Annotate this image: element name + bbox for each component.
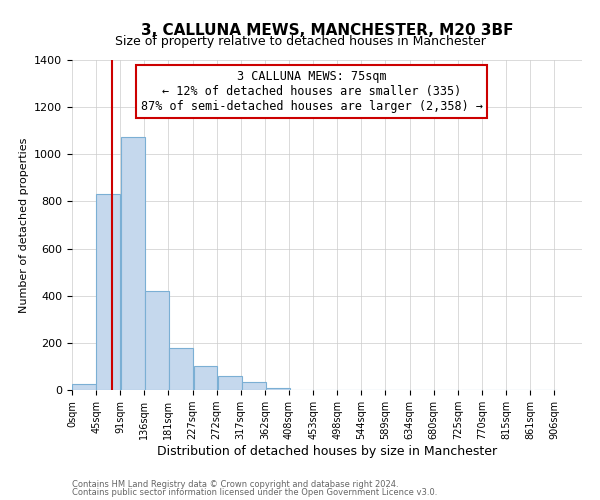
Text: 3 CALLUNA MEWS: 75sqm
← 12% of detached houses are smaller (335)
87% of semi-det: 3 CALLUNA MEWS: 75sqm ← 12% of detached … — [140, 70, 482, 113]
Bar — [194, 366, 217, 390]
Bar — [121, 136, 145, 390]
Bar — [169, 348, 193, 390]
Bar — [145, 291, 169, 390]
Bar — [242, 382, 266, 390]
Text: Size of property relative to detached houses in Manchester: Size of property relative to detached ho… — [115, 35, 485, 48]
Bar — [72, 384, 96, 390]
Bar — [218, 376, 242, 390]
X-axis label: Distribution of detached houses by size in Manchester: Distribution of detached houses by size … — [157, 445, 497, 458]
Bar — [266, 388, 290, 390]
Text: Contains HM Land Registry data © Crown copyright and database right 2024.: Contains HM Land Registry data © Crown c… — [72, 480, 398, 489]
Y-axis label: Number of detached properties: Number of detached properties — [19, 138, 29, 312]
Bar — [97, 194, 120, 390]
Text: Contains public sector information licensed under the Open Government Licence v3: Contains public sector information licen… — [72, 488, 437, 497]
Title: 3, CALLUNA MEWS, MANCHESTER, M20 3BF: 3, CALLUNA MEWS, MANCHESTER, M20 3BF — [141, 23, 513, 38]
